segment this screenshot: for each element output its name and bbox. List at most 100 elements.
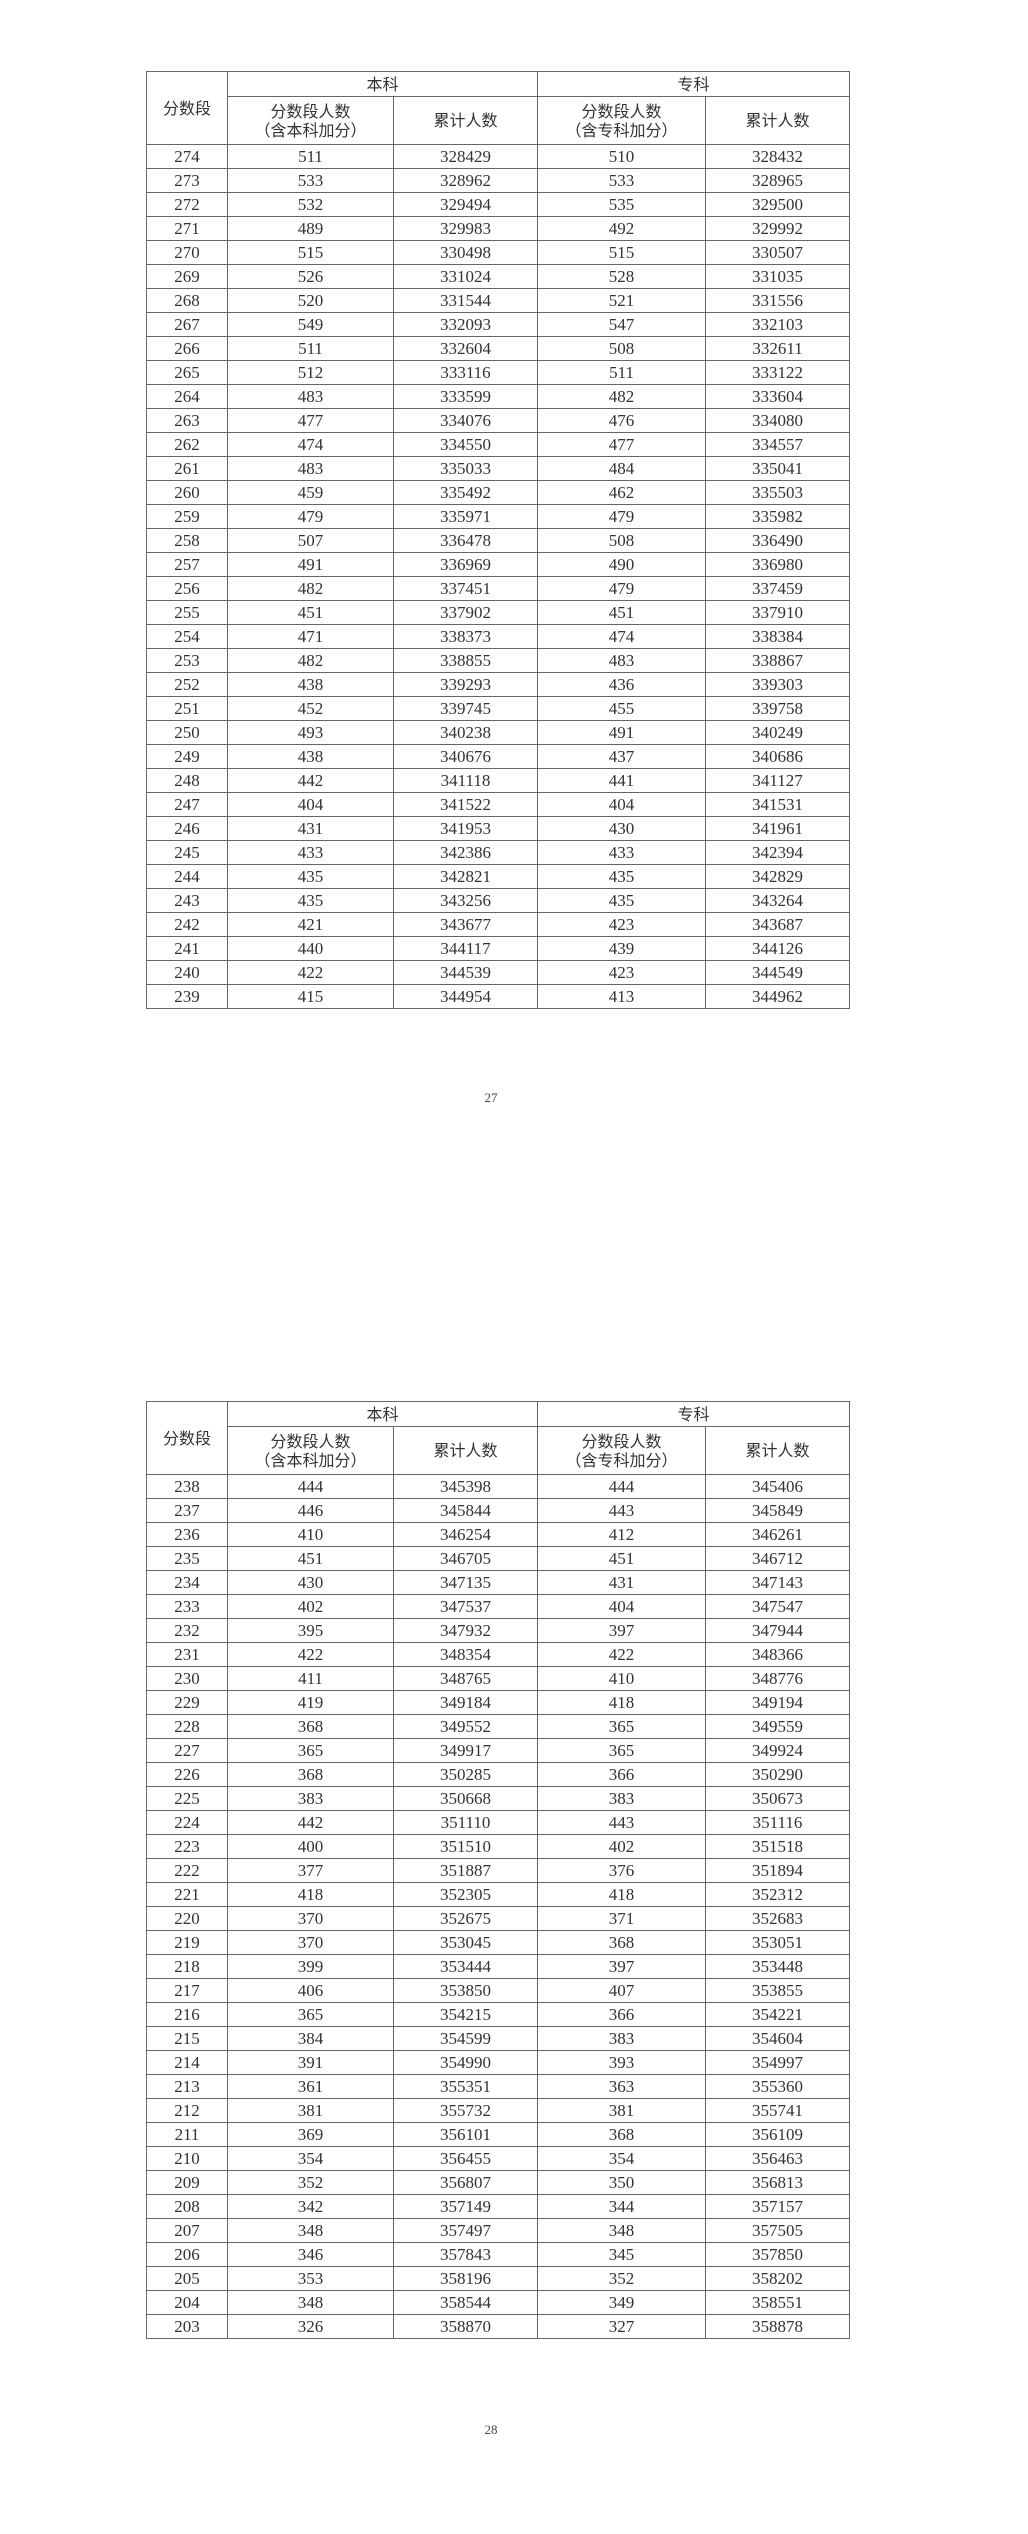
score-cell: 220	[146, 1906, 228, 1931]
undergrad-count-cell: 430	[227, 1570, 394, 1595]
vocational-cumulative-cell: 336980	[705, 552, 851, 577]
vocational-cumulative-cell: 341127	[705, 768, 851, 793]
table-row: 265 512 333116 511 333122	[146, 360, 851, 385]
undergrad-count-cell: 415	[227, 984, 394, 1009]
page-number: 28	[484, 2422, 498, 2437]
undergrad-count-cell: 491	[227, 552, 394, 577]
table-row: 224 442 351110 443 351116	[146, 1810, 851, 1835]
header-vocational-count-label: 分数段人数	[581, 1431, 662, 1451]
vocational-count-cell: 383	[537, 1786, 707, 1811]
table-row: 258 507 336478 508 336490	[146, 528, 851, 553]
header-undergrad: 本科	[226, 71, 539, 97]
table-row: 256 482 337451 479 337459	[146, 576, 851, 601]
table-row: 212 381 355732 381 355741	[146, 2098, 851, 2123]
table-row: 226 368 350285 366 350290	[146, 1762, 851, 1787]
score-cell: 274	[146, 144, 228, 169]
score-cell: 243	[146, 888, 228, 913]
score-cell: 225	[146, 1786, 228, 1811]
undergrad-cumulative-cell: 331544	[392, 288, 539, 313]
undergrad-cumulative-cell: 337451	[392, 576, 539, 601]
header-undergrad-cumulative: 累计人数	[392, 1426, 539, 1475]
undergrad-count-cell: 435	[227, 864, 394, 889]
vocational-count-cell: 393	[537, 2050, 707, 2075]
undergrad-count-cell: 512	[227, 360, 394, 385]
table-row: 235 451 346705 451 346712	[146, 1546, 851, 1571]
table-row: 236 410 346254 412 346261	[146, 1522, 851, 1547]
header-vocational: 专科	[537, 1401, 851, 1427]
table-row: 231 422 348354 422 348366	[146, 1642, 851, 1667]
vocational-cumulative-cell: 352683	[705, 1906, 851, 1931]
undergrad-count-cell: 406	[227, 1978, 394, 2003]
undergrad-count-cell: 532	[227, 192, 394, 217]
table-row: 266 511 332604 508 332611	[146, 336, 851, 361]
score-cell: 252	[146, 672, 228, 697]
vocational-cumulative-cell: 329500	[705, 192, 851, 217]
vocational-count-cell: 363	[537, 2074, 707, 2099]
undergrad-cumulative-cell: 358544	[392, 2290, 539, 2315]
score-cell: 221	[146, 1882, 228, 1907]
vocational-count-cell: 327	[537, 2314, 707, 2339]
table-row: 271 489 329983 492 329992	[146, 216, 851, 241]
undergrad-cumulative-cell: 341118	[392, 768, 539, 793]
table-row: 230 411 348765 410 348776	[146, 1666, 851, 1691]
undergrad-cumulative-cell: 351887	[392, 1858, 539, 1883]
table-row: 227 365 349917 365 349924	[146, 1738, 851, 1763]
score-cell: 223	[146, 1834, 228, 1859]
undergrad-cumulative-cell: 337902	[392, 600, 539, 625]
header-vocational-count-note: （含专科加分）	[565, 120, 678, 140]
undergrad-cumulative-cell: 353045	[392, 1930, 539, 1955]
vocational-cumulative-cell: 335503	[705, 480, 851, 505]
vocational-cumulative-cell: 344549	[705, 960, 851, 985]
score-cell: 259	[146, 504, 228, 529]
undergrad-cumulative-cell: 344954	[392, 984, 539, 1009]
score-cell: 254	[146, 624, 228, 649]
undergrad-count-cell: 483	[227, 456, 394, 481]
table-row: 262 474 334550 477 334557	[146, 432, 851, 457]
vocational-cumulative-cell: 353855	[705, 1978, 851, 2003]
undergrad-count-cell: 365	[227, 1738, 394, 1763]
undergrad-cumulative-cell: 358196	[392, 2266, 539, 2291]
score-cell: 245	[146, 840, 228, 865]
undergrad-cumulative-cell: 358870	[392, 2314, 539, 2339]
table-row: 274 511 328429 510 328432	[146, 144, 851, 169]
undergrad-count-cell: 346	[227, 2242, 394, 2267]
undergrad-count-cell: 477	[227, 408, 394, 433]
undergrad-count-cell: 442	[227, 768, 394, 793]
vocational-count-cell: 443	[537, 1498, 707, 1523]
score-cell: 265	[146, 360, 228, 385]
vocational-cumulative-cell: 341531	[705, 792, 851, 817]
undergrad-count-cell: 353	[227, 2266, 394, 2291]
table-row: 246 431 341953 430 341961	[146, 816, 851, 841]
score-cell: 256	[146, 576, 228, 601]
undergrad-cumulative-cell: 349184	[392, 1690, 539, 1715]
undergrad-count-cell: 451	[227, 600, 394, 625]
score-cell: 261	[146, 456, 228, 481]
vocational-cumulative-cell: 331035	[705, 264, 851, 289]
undergrad-count-cell: 402	[227, 1594, 394, 1619]
table-row: 251 452 339745 455 339758	[146, 696, 851, 721]
vocational-count-cell: 508	[537, 528, 707, 553]
undergrad-cumulative-cell: 350285	[392, 1762, 539, 1787]
vocational-cumulative-cell: 348366	[705, 1642, 851, 1667]
undergrad-cumulative-cell: 329983	[392, 216, 539, 241]
table-row: 255 451 337902 451 337910	[146, 600, 851, 625]
score-cell: 237	[146, 1498, 228, 1523]
undergrad-count-cell: 404	[227, 792, 394, 817]
undergrad-cumulative-cell: 332093	[392, 312, 539, 337]
table-row: 243 435 343256 435 343264	[146, 888, 851, 913]
undergrad-count-cell: 383	[227, 1786, 394, 1811]
score-cell: 203	[146, 2314, 228, 2339]
vocational-cumulative-cell: 355741	[705, 2098, 851, 2123]
vocational-count-cell: 479	[537, 504, 707, 529]
score-cell: 251	[146, 696, 228, 721]
vocational-cumulative-cell: 333122	[705, 360, 851, 385]
table-row: 259 479 335971 479 335982	[146, 504, 851, 529]
vocational-count-cell: 515	[537, 240, 707, 265]
vocational-count-cell: 365	[537, 1714, 707, 1739]
vocational-count-cell: 521	[537, 288, 707, 313]
score-cell: 229	[146, 1690, 228, 1715]
table-row: 244 435 342821 435 342829	[146, 864, 851, 889]
vocational-cumulative-cell: 335982	[705, 504, 851, 529]
score-cell: 217	[146, 1978, 228, 2003]
vocational-cumulative-cell: 333604	[705, 384, 851, 409]
